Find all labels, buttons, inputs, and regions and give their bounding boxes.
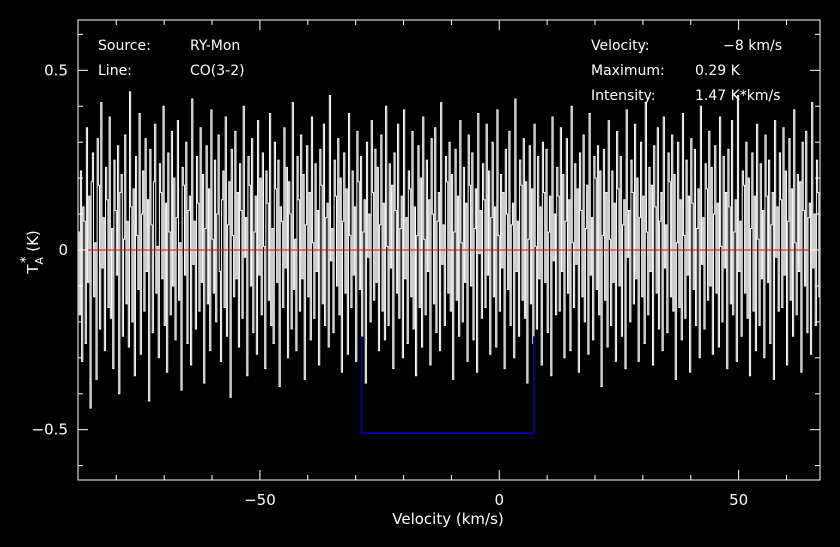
tick-labels: −50 0 50 −0.5 0 0.5 — [32, 61, 749, 509]
intensity-key: Intensity: — [591, 88, 656, 104]
plot-area — [78, 91, 820, 435]
line-value: CO(3-2) — [190, 63, 245, 79]
x-tick-label: 50 — [729, 491, 748, 509]
y-tick-label: −0.5 — [32, 421, 68, 439]
source-key: Source: — [98, 38, 151, 54]
y-axis-label-superscript: * — [19, 256, 34, 263]
info-left-panel: Source: RY-Mon Line: CO(3-2) — [98, 38, 245, 79]
x-tick-label: 0 — [494, 491, 504, 509]
spectrum-line — [78, 91, 820, 409]
y-axis-label-unit: (K) — [24, 230, 42, 256]
y-axis-label-subscript: A — [33, 257, 46, 265]
y-tick-label: 0 — [58, 241, 68, 259]
info-right-panel: Velocity: −8 km/s Maximum: 0.29 K Intens… — [591, 38, 782, 104]
velocity-key: Velocity: — [591, 38, 650, 54]
axis-ticks — [78, 20, 820, 480]
y-tick-label: 0.5 — [44, 61, 68, 79]
intensity-value: 1.47 K*km/s — [695, 88, 781, 104]
maximum-key: Maximum: — [591, 63, 665, 79]
velocity-value: −8 km/s — [723, 38, 782, 54]
x-axis-label: Velocity (km/s) — [392, 510, 503, 528]
source-value: RY-Mon — [190, 38, 240, 54]
y-axis-label: TA* (K) — [19, 230, 46, 275]
line-key: Line: — [98, 63, 132, 79]
integration-window — [360, 336, 535, 435]
y-axis-label-symbol: T — [24, 264, 42, 275]
x-tick-label: −50 — [244, 491, 276, 509]
maximum-value: 0.29 K — [695, 63, 741, 79]
